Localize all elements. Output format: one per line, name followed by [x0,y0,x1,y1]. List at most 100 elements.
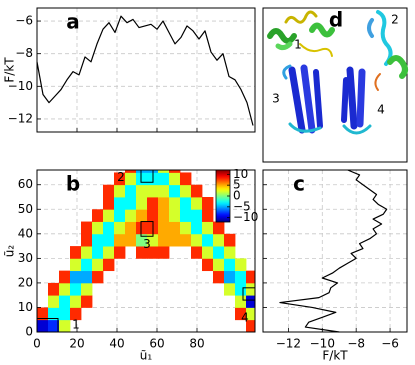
heatmap-cell [125,221,137,235]
heatmap-cell [70,258,82,272]
heatmap-cell [92,258,104,272]
heatmap-cell [191,233,203,247]
heatmap-cell [158,233,170,247]
heatmap-cell [191,221,203,235]
heatmap-cell [125,170,137,173]
heatmap-cell [103,197,115,210]
structure-label: 4 [377,103,385,117]
heatmap-cell [202,209,214,222]
y-axis-label: F/kT [3,57,17,83]
heatmap-cell [81,221,93,235]
heatmap-cell [81,246,93,259]
panel-label: b [66,172,80,196]
heatmap-cell [136,233,148,247]
panel-label: a [66,10,80,34]
region-box [140,221,154,237]
heatmap-cell [202,258,214,272]
heatmap-cell [246,307,255,321]
heatmap-cell [70,307,82,321]
heatmap-cell [136,221,148,235]
structure-panel: d 1 2 3 4 [262,7,408,163]
heatmap-cell [169,184,181,198]
heatmap-cell [70,295,82,308]
heatmap-cell [114,209,126,222]
region-label: 2 [117,170,125,184]
y-tick-label: 50 [18,202,33,216]
colorbar-tick-label: −5 [233,199,251,213]
heatmap-cell [235,270,247,284]
colorbar-tick-label: 10 [233,167,248,181]
x-tick-label: −8 [347,337,365,351]
heatmap-cell [37,307,49,321]
heatmap-cell [81,233,93,247]
panel-background [263,170,407,332]
heatmap-cell [147,209,159,222]
x-axis-label: F/kT [322,349,348,363]
heatmap-cell [114,221,126,235]
colorbar-tick-label: −10 [233,210,258,224]
heatmap-cell [180,197,192,210]
heatmap-cell [169,221,181,235]
heatmap-cell [81,295,93,308]
region-label: 4 [241,311,249,325]
x-tick-label: −12 [276,337,301,351]
heatmap-cell [158,197,170,210]
heatmap-cell [224,258,236,272]
region-label: 1 [72,318,80,332]
heatmap-cell [246,270,255,284]
heatmap-cell [92,233,104,247]
heatmap-cell [92,221,104,235]
heatmap-cell [158,172,170,186]
heatmap-cell [59,307,71,321]
panel-label: d [329,8,343,32]
panel: −12 −10 −8 −6 a F/kT [3,7,256,133]
heatmap-cell [213,246,225,259]
heatmap-cell [169,170,181,173]
heatmap-cell [136,170,148,173]
heatmap-cell [81,282,93,296]
heatmap-cell [202,197,214,210]
x-tick-label: 40 [109,337,124,351]
heatmap-cell [125,233,137,247]
heatmap-cell [81,270,93,284]
heatmap-cell [114,197,126,210]
heatmap-cell [202,233,214,247]
heatmap-cell [114,233,126,247]
heatmap-cell [114,184,126,198]
structure-label: 1 [294,38,302,52]
heatmap-cell [48,282,60,296]
heatmap-cell [235,282,247,296]
colorbar-tick-label: 5 [233,178,241,192]
structure-2-ribbon [367,10,408,91]
heatmap-cell [158,184,170,198]
x-tick-label: 80 [189,337,204,351]
heatmap-cell [103,184,115,198]
heatmap-cell [59,295,71,308]
heatmap-cell [103,221,115,235]
y-tick-label: −6 [15,14,33,28]
heatmap-cell [59,319,71,332]
panel-background [37,8,255,132]
x-axis-label: ũ₁ [140,349,153,363]
heatmap-cell [158,221,170,235]
y-tick-label: 10 [18,300,33,314]
structure-4-ribbon [341,66,372,135]
x-tick-label: −10 [310,337,335,351]
heatmap-cell [169,209,181,222]
heatmap-cell [103,246,115,259]
y-tick-label: 40 [18,226,33,240]
line [36,15,254,126]
heatmap-cell [246,319,255,332]
heatmap-cell [125,172,137,186]
heatmap-cell [202,246,214,259]
heatmap-cell [92,246,104,259]
heatmap-cell [202,221,214,235]
heatmap-cell [235,295,247,308]
panel-frame [262,169,408,333]
heatmap-cell [37,319,49,332]
structure-3-ribbon [282,64,323,134]
heatmap-cell [59,270,71,284]
heatmap-cell [136,246,148,259]
heatmap-cell [213,270,225,284]
